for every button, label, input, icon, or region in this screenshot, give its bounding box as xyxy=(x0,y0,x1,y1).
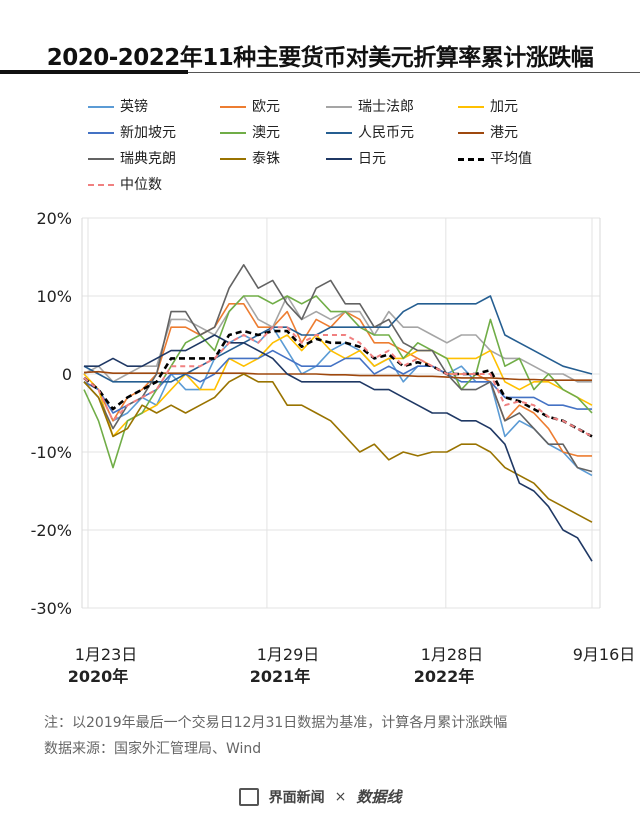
legend-swatch xyxy=(88,184,114,186)
legend-label: 瑞典克朗 xyxy=(120,151,176,167)
y-tick-label: -30% xyxy=(31,599,72,618)
line-chart: 20% 10% 0 -10% -20% -30% 1月23日 2020年 1月29日 2021年 1… xyxy=(31,209,636,686)
series-line xyxy=(83,326,593,477)
legend-item: 瑞典克朗 xyxy=(88,150,176,168)
legend-item: 加元 xyxy=(458,98,518,116)
legend-label: 港元 xyxy=(490,125,518,141)
y-tick-label: 0 xyxy=(62,365,72,384)
legend-item: 港元 xyxy=(458,124,518,142)
legend-label: 人民币元 xyxy=(358,125,414,141)
legend-item: 澳元 xyxy=(220,124,280,142)
legend-label: 新加坡元 xyxy=(120,125,176,141)
y-tick-label: 20% xyxy=(36,209,72,228)
legend-label: 日元 xyxy=(358,151,386,167)
legend-swatch xyxy=(88,158,114,160)
legend-label: 英镑 xyxy=(120,99,148,115)
x-tick-year-label: 2020年 xyxy=(68,667,129,686)
legend-label: 欧元 xyxy=(252,99,280,115)
news-logo-icon xyxy=(238,787,259,806)
legend-item: 泰铢 xyxy=(220,150,280,168)
title-rule-thin xyxy=(188,72,640,73)
x-tick-year-label: 2021年 xyxy=(250,667,311,686)
legend-label: 澳元 xyxy=(252,125,280,141)
legend-label: 中位数 xyxy=(120,177,162,193)
series-line xyxy=(83,370,592,381)
legend-item: 英镑 xyxy=(88,98,148,116)
legend-swatch xyxy=(88,106,114,108)
legend-swatch xyxy=(458,132,484,134)
legend-swatch xyxy=(326,106,352,108)
x-tick-label: 1月29日 xyxy=(257,645,320,664)
brand-name: 界面新闻 xyxy=(268,789,325,806)
legend-item: 欧元 xyxy=(220,98,280,116)
data-source: 数据来源：国家外汇管理局、Wind xyxy=(44,741,262,757)
separator: × xyxy=(334,788,347,805)
y-tick-label: -20% xyxy=(31,521,72,540)
legend-item: 新加坡元 xyxy=(88,124,176,142)
series-line xyxy=(83,329,593,438)
legend-item: 人民币元 xyxy=(326,124,414,142)
legend-label: 加元 xyxy=(490,99,518,115)
legend-item: 日元 xyxy=(326,150,386,168)
legend-label: 平均值 xyxy=(490,151,532,167)
legend-swatch xyxy=(220,132,246,134)
y-tick-label: -10% xyxy=(31,443,72,462)
legend-swatch xyxy=(326,158,352,160)
series-line xyxy=(83,264,593,473)
series-line xyxy=(83,334,593,438)
series-line xyxy=(83,303,592,457)
legend-swatch xyxy=(458,106,484,108)
legend-label: 泰铢 xyxy=(252,151,280,167)
data-wire-logo: 数据线 xyxy=(356,788,402,806)
legend-swatch xyxy=(88,132,114,134)
legend-label: 瑞士法郎 xyxy=(358,99,414,115)
y-tick-label: 10% xyxy=(36,287,72,306)
legend-swatch xyxy=(220,106,246,108)
series-line xyxy=(83,373,593,523)
x-tick-year-label: 2022年 xyxy=(414,667,475,686)
note: 注：以2019年最后一个交易日12月31日数据为基准，计算各月累计涨跌幅 xyxy=(44,715,508,731)
chart-title: 2020-2022年11种主要货币对美元折算率累计涨跌幅 xyxy=(46,45,594,71)
legend-item: 平均值 xyxy=(458,150,532,168)
legend-swatch xyxy=(458,157,484,161)
legend-item: 瑞士法郎 xyxy=(326,98,414,116)
series-line xyxy=(84,334,593,562)
x-tick-label: 1月28日 xyxy=(421,645,484,664)
legend-swatch xyxy=(326,132,352,134)
title-rule-thick xyxy=(0,70,188,74)
legend-swatch xyxy=(220,158,246,160)
series-line xyxy=(83,295,592,383)
x-tick-label: 1月23日 xyxy=(75,645,138,664)
footer: 界面新闻 × 数据线 xyxy=(0,786,640,807)
series-line xyxy=(83,326,593,438)
series-line xyxy=(83,295,593,383)
legend-item: 中位数 xyxy=(88,176,162,194)
x-tick-label: 9月16日 xyxy=(573,645,636,664)
